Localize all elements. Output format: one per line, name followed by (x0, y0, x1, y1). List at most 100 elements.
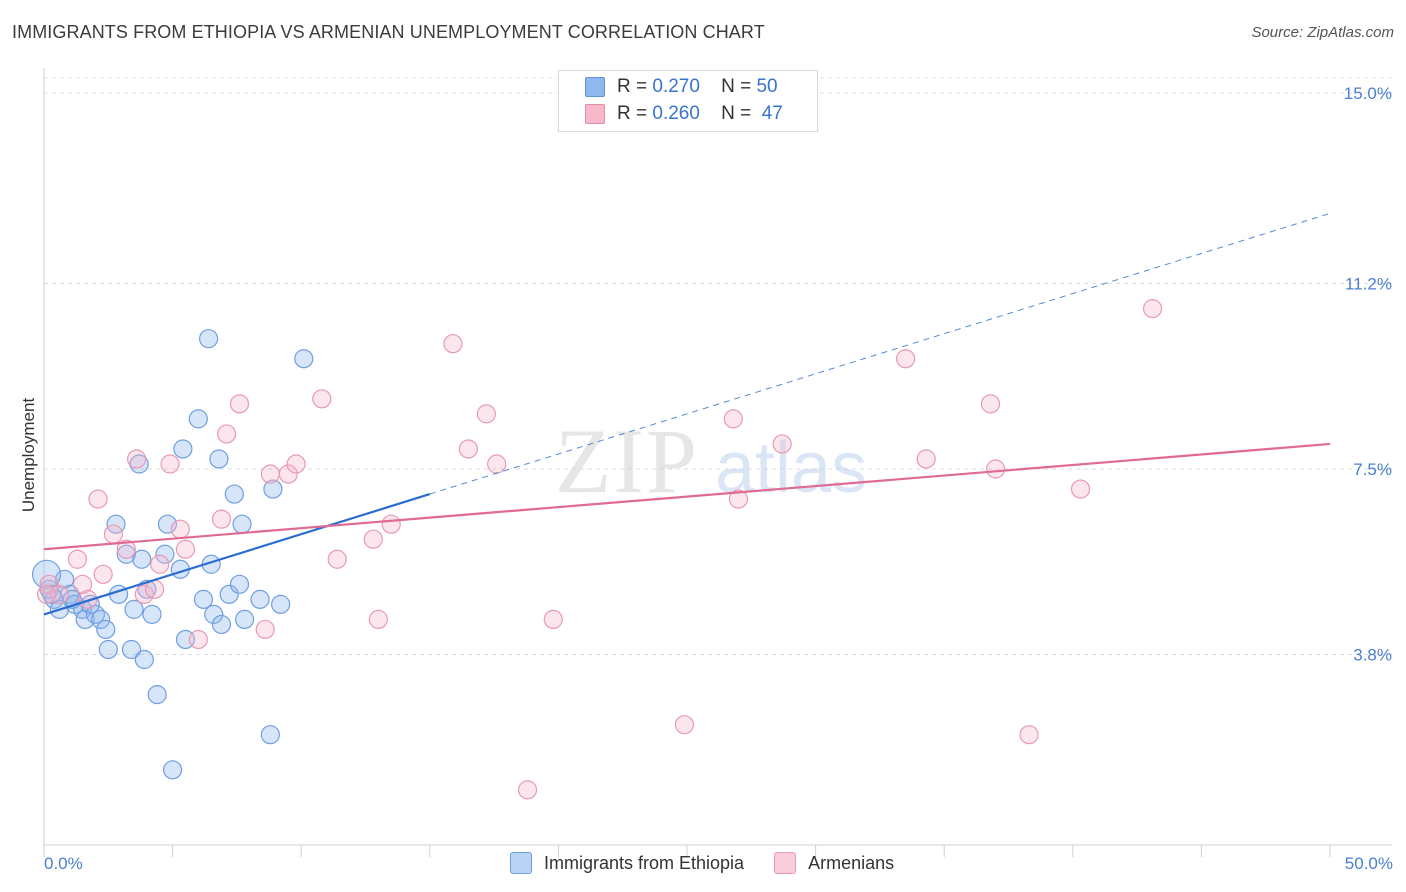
point-armenians (88, 489, 108, 509)
point-ethiopia (157, 514, 178, 534)
source-credit: Source: ZipAtlas.com (1251, 24, 1394, 41)
point-armenians (78, 589, 98, 609)
legend-n-label: N = (721, 76, 752, 97)
point-armenians (772, 434, 792, 454)
point-armenians (381, 514, 401, 534)
point-armenians (188, 629, 208, 650)
point-ethiopia (155, 544, 175, 564)
point-ethiopia (271, 594, 291, 614)
point-armenians (443, 334, 463, 354)
point-armenians (368, 609, 388, 630)
point-ethiopia (98, 639, 118, 660)
point-armenians (211, 509, 232, 529)
point-armenians (126, 449, 147, 469)
point-armenians (278, 464, 298, 484)
point-ethiopia (80, 594, 100, 614)
point-ethiopia (263, 479, 283, 499)
point-ethiopia (121, 639, 142, 660)
point-ethiopia (219, 584, 239, 604)
point-armenians (134, 584, 154, 604)
point-ethiopia (193, 589, 214, 609)
point-armenians (260, 464, 280, 484)
series-label-ethiopia: Immigrants from Ethiopia (544, 852, 745, 873)
point-ethiopia (142, 604, 162, 624)
point-ethiopia (188, 409, 208, 429)
y-axis-label: Unemployment (19, 398, 38, 513)
y-tick-label: 15.0% (1344, 84, 1392, 103)
y-tick-label: 7.5% (1353, 460, 1392, 479)
point-armenians (255, 619, 275, 640)
point-armenians (674, 715, 695, 735)
x-tick-label: 0.0% (44, 854, 83, 873)
data-points (31, 299, 1163, 800)
point-armenians (217, 424, 237, 444)
point-armenians (1070, 479, 1091, 499)
y-tick-label: 3.8% (1353, 646, 1392, 665)
point-armenians (160, 454, 180, 474)
series-swatch-armenians (774, 852, 797, 874)
point-ethiopia (39, 579, 59, 599)
point-ethiopia (250, 589, 270, 609)
point-ethiopia (163, 760, 183, 780)
series-label-armenians: Armenians (808, 852, 895, 873)
point-ethiopia (147, 685, 167, 705)
point-ethiopia (132, 549, 152, 569)
point-armenians (896, 349, 916, 369)
point-ethiopia (204, 604, 224, 624)
legend-swatch-ethiopia (585, 77, 605, 97)
point-armenians (517, 780, 538, 800)
point-armenians (36, 584, 57, 604)
grid-lines (44, 77, 1392, 656)
point-armenians (93, 564, 113, 584)
point-ethiopia (229, 574, 250, 594)
point-armenians (103, 524, 124, 544)
legend-n-value: 50 (756, 76, 778, 97)
point-ethiopia (209, 449, 229, 469)
point-ethiopia (124, 599, 144, 619)
point-armenians (980, 394, 1001, 414)
series-swatch-ethiopia (510, 852, 532, 874)
point-ethiopia (31, 559, 62, 589)
point-armenians (170, 519, 190, 539)
series-legend-ethiopia[interactable]: Immigrants from Ethiopia (510, 852, 744, 874)
point-ethiopia (116, 544, 136, 564)
point-ethiopia (173, 439, 193, 459)
series-legend-armenians[interactable]: Armenians (774, 852, 894, 874)
point-ethiopia (75, 609, 95, 630)
axes (43, 68, 1392, 857)
point-armenians (916, 449, 936, 469)
legend-r-value: 0.260 (652, 103, 700, 124)
point-armenians (728, 489, 749, 509)
point-armenians (67, 549, 88, 569)
point-ethiopia (232, 514, 252, 534)
point-armenians (363, 529, 383, 549)
point-ethiopia (235, 609, 255, 630)
chart-title: IMMIGRANTS FROM ETHIOPIA VS ARMENIAN UNE… (12, 22, 765, 42)
stats-legend: R = 0.270 N = 50 R = 0.260 N = 47 (558, 70, 818, 132)
point-armenians (458, 439, 478, 459)
point-armenians (723, 409, 743, 429)
y-tick-label: 11.2% (1345, 275, 1392, 294)
point-armenians (543, 609, 563, 630)
point-armenians (116, 539, 136, 559)
point-ethiopia (90, 609, 111, 630)
point-ethiopia (294, 349, 314, 369)
tick-labels: 3.8% 7.5% 11.2% 15.0% 0.0% 50.0% (44, 84, 1393, 873)
point-armenians (487, 454, 507, 474)
point-ethiopia (211, 614, 232, 635)
watermark-zip: ZIP (555, 410, 699, 512)
point-armenians (229, 394, 250, 414)
legend-row-ethiopia: R = 0.270 N = 50 (585, 75, 778, 99)
point-ethiopia (96, 619, 116, 640)
point-armenians (286, 454, 306, 474)
series-legend: Immigrants from Ethiopia Armenians (510, 852, 924, 874)
point-ethiopia (129, 454, 149, 474)
point-armenians (1142, 299, 1163, 319)
point-ethiopia (199, 329, 219, 349)
point-ethiopia (224, 484, 244, 504)
x-tick-label: 50.0% (1345, 854, 1393, 873)
point-armenians (144, 579, 165, 599)
trend-lines (43, 212, 1331, 616)
point-ethiopia (134, 649, 154, 670)
